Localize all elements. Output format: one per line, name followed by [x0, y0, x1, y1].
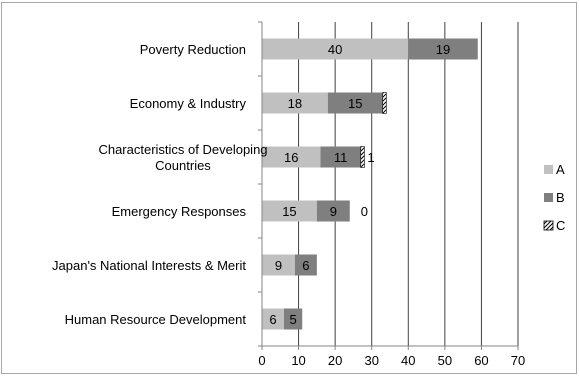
category-label: Emergency Responses — [112, 204, 247, 219]
data-label: 6 — [269, 312, 276, 327]
x-tick-label: 20 — [328, 353, 342, 368]
bars — [262, 38, 478, 330]
category-label-line: Economy & Industry — [130, 96, 247, 111]
bar-series-b — [327, 92, 383, 114]
x-tick-label: 70 — [511, 353, 525, 368]
data-label: 16 — [284, 150, 298, 165]
data-label: 15 — [348, 96, 362, 111]
category-label: Japan's National Interests & Merit — [52, 258, 246, 273]
bar-series-a — [262, 308, 284, 330]
data-label: 11 — [334, 150, 348, 165]
data-label: 15 — [282, 204, 296, 219]
legend: ABC — [543, 162, 565, 233]
category-label-line: Human Resource Development — [65, 312, 247, 327]
bar-series-b — [320, 146, 361, 168]
data-label: 9 — [330, 204, 337, 219]
data-label: 40 — [328, 42, 342, 57]
axes — [258, 21, 519, 350]
bar-series-b — [294, 254, 317, 276]
data-label: 9 — [275, 258, 282, 273]
data-label: 0 — [361, 204, 368, 219]
x-tick-label: 40 — [401, 353, 415, 368]
legend-swatch-a — [544, 165, 553, 174]
category-label: Poverty Reduction — [140, 42, 246, 57]
data-label: 5 — [289, 312, 296, 327]
category-label: Economy & Industry — [130, 96, 247, 111]
legend-label: B — [556, 190, 565, 205]
legend-swatch-b — [544, 193, 553, 202]
bar-series-b — [283, 308, 303, 330]
data-label: 18 — [288, 96, 302, 111]
x-tick-label: 10 — [291, 353, 305, 368]
bar-series-a — [262, 200, 317, 222]
x-tick-label: 60 — [474, 353, 488, 368]
x-tick-label: 50 — [438, 353, 452, 368]
bar-series-c — [382, 92, 387, 114]
category-label-line: Countries — [155, 158, 211, 173]
bar-series-b — [408, 38, 478, 60]
x-tick-label: 0 — [258, 353, 265, 368]
data-label: 1 — [367, 150, 374, 165]
legend-label: A — [556, 162, 565, 177]
category-label-line: Emergency Responses — [112, 204, 247, 219]
grid-lines — [298, 22, 519, 346]
category-label-line: Poverty Reduction — [140, 42, 246, 57]
x-tick-label: 30 — [364, 353, 378, 368]
bar-series-b — [316, 200, 350, 222]
bar-series-c — [360, 146, 365, 168]
bar-series-a — [262, 254, 295, 276]
category-label: Characteristics of Developing Countries — [98, 142, 267, 173]
legend-label: C — [556, 218, 565, 233]
data-label: 19 — [436, 42, 450, 57]
category-label: Human Resource Development — [65, 312, 247, 327]
data-label: 6 — [302, 258, 309, 273]
bar-series-a — [262, 38, 409, 60]
bar-series-a — [262, 146, 321, 168]
bar-series-a — [262, 92, 328, 114]
category-label-line: Characteristics of Developing — [98, 142, 267, 157]
category-label-line: Japan's National Interests & Merit — [52, 258, 246, 273]
legend-swatch-c — [543, 220, 554, 231]
